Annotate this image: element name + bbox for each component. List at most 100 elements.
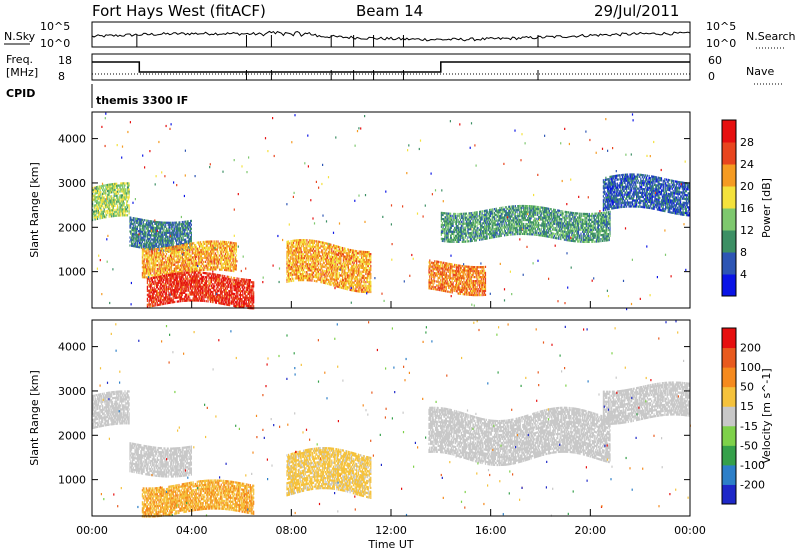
noise-sky-trace <box>92 31 690 40</box>
data-cell <box>148 248 149 250</box>
data-cell <box>129 212 130 214</box>
data-cell <box>146 246 147 248</box>
data-cell <box>191 240 192 242</box>
data-cell <box>180 227 181 229</box>
data-cell <box>185 225 186 227</box>
data-cell <box>135 242 136 244</box>
data-cell <box>168 244 169 246</box>
data-cell <box>168 255 169 257</box>
data-cell <box>129 210 130 212</box>
data-cell <box>142 219 143 221</box>
data-cell <box>113 209 114 211</box>
data-cell <box>144 241 145 243</box>
data-cell <box>141 223 142 225</box>
data-cell <box>150 266 151 268</box>
data-cell <box>174 236 175 238</box>
data-cell <box>157 260 158 262</box>
data-cell <box>150 236 151 238</box>
data-cell <box>158 225 159 227</box>
data-cell <box>191 236 192 238</box>
data-cell <box>119 198 120 200</box>
data-cell <box>148 262 149 264</box>
data-cell <box>149 260 150 262</box>
data-cell <box>173 222 174 224</box>
data-cell <box>107 196 108 198</box>
data-cell <box>114 205 115 207</box>
data-cell <box>160 252 161 254</box>
data-cell <box>134 223 135 225</box>
data-cell <box>164 271 165 273</box>
data-cell <box>102 217 103 219</box>
data-cell <box>144 274 145 276</box>
data-cell <box>172 228 173 230</box>
data-cell <box>144 239 145 241</box>
data-cell <box>147 254 148 256</box>
data-cell <box>189 224 190 226</box>
data-cell <box>116 211 117 213</box>
noise-tick-high-right: 10^5 <box>706 20 736 33</box>
data-cell <box>154 243 155 245</box>
data-cell <box>148 220 149 222</box>
data-cell <box>124 212 125 214</box>
data-cell <box>137 242 138 244</box>
data-cell <box>124 182 125 184</box>
data-cell <box>173 240 174 242</box>
data-cell <box>149 240 150 242</box>
data-cell <box>173 238 174 240</box>
data-cell <box>129 190 130 192</box>
data-cell <box>144 248 145 250</box>
data-cell <box>127 206 128 208</box>
noise-sky-label: N.Sky <box>4 30 36 43</box>
data-cell <box>191 224 192 226</box>
data-cell <box>191 238 192 240</box>
data-cell <box>165 259 166 261</box>
data-cell <box>155 241 156 243</box>
data-cell <box>142 231 143 233</box>
data-cell <box>188 228 189 230</box>
data-cell <box>124 204 125 206</box>
data-cell <box>137 228 138 230</box>
data-cell <box>104 196 105 198</box>
data-cell <box>122 184 123 186</box>
data-cell <box>114 197 115 199</box>
data-cell <box>163 230 164 232</box>
freq-tick-low: 8 <box>58 70 65 83</box>
data-cell <box>114 203 115 205</box>
data-cell <box>162 260 163 262</box>
data-cell <box>117 191 118 193</box>
data-cell <box>159 266 160 268</box>
date-label: 29/Jul/2011 <box>594 2 679 20</box>
data-cell <box>163 228 164 230</box>
data-cell <box>118 211 119 213</box>
data-cell <box>129 206 130 208</box>
data-cell <box>142 254 143 256</box>
data-cell <box>145 225 146 227</box>
data-cell <box>162 248 163 250</box>
data-cell <box>155 237 156 239</box>
data-cell <box>161 266 162 268</box>
data-cell <box>93 191 94 193</box>
data-cell <box>163 247 164 249</box>
data-cell <box>144 237 145 239</box>
data-cell <box>144 260 145 262</box>
data-cell <box>165 238 166 240</box>
data-cell <box>168 238 169 240</box>
freq-trace <box>92 62 690 80</box>
data-cell <box>178 233 179 235</box>
data-cell <box>162 234 163 236</box>
data-cell <box>152 250 153 252</box>
data-cell <box>144 219 145 221</box>
data-cell <box>146 244 147 246</box>
data-cell <box>162 238 163 240</box>
data-cell <box>145 256 146 258</box>
data-cell <box>145 264 146 266</box>
data-cell <box>183 237 184 239</box>
data-cell <box>130 225 131 227</box>
data-cell <box>157 250 158 252</box>
data-cell <box>123 212 124 214</box>
data-cell <box>173 232 174 234</box>
data-cell <box>116 203 117 205</box>
data-cell <box>191 228 192 230</box>
data-cell <box>185 221 186 223</box>
data-cell <box>127 210 128 212</box>
